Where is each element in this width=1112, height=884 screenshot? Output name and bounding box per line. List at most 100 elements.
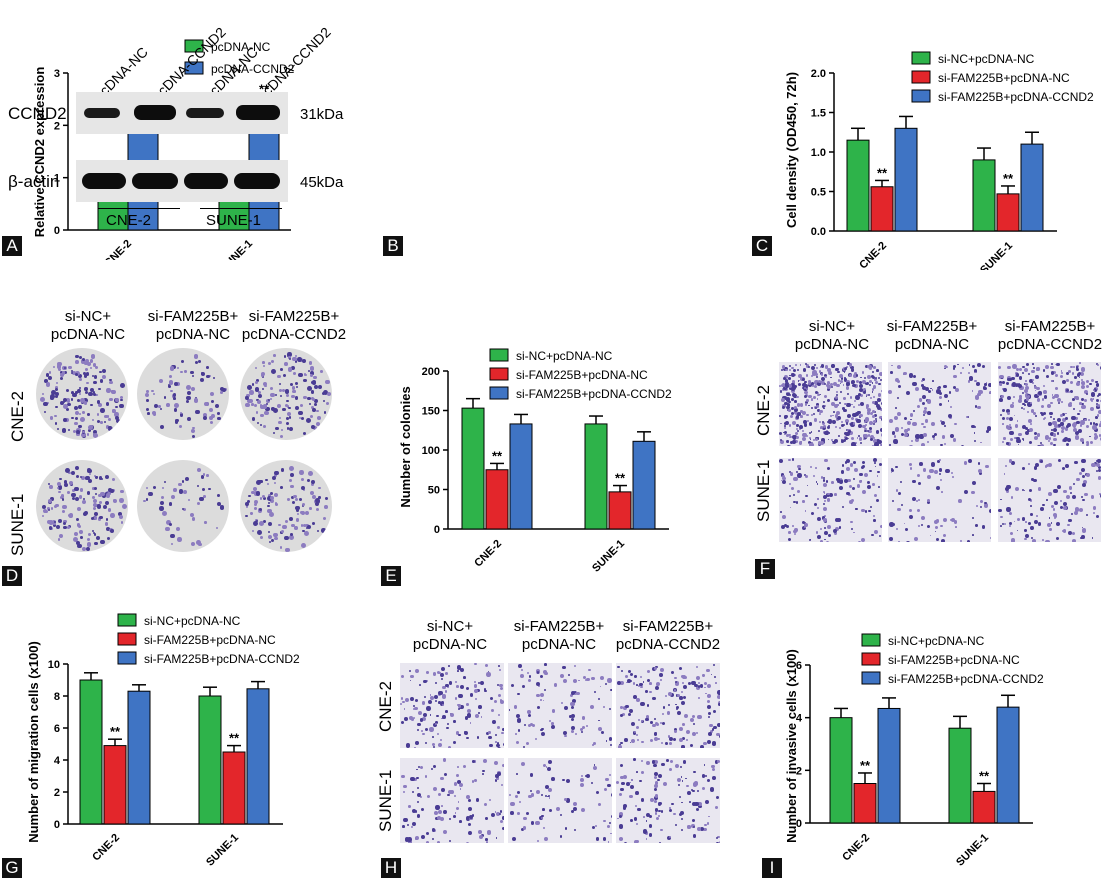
stain-dot <box>302 359 307 363</box>
stain-dot <box>60 401 64 406</box>
stain-dot <box>43 401 48 407</box>
stain-dot <box>660 810 664 813</box>
stain-dot <box>680 765 683 768</box>
stain-dot <box>658 815 661 818</box>
legend-label: pcDNA-CCND2 <box>211 62 295 76</box>
stain-dot <box>836 416 841 421</box>
stain-dot <box>44 379 48 383</box>
stain-dot <box>691 789 694 792</box>
stain-dot <box>794 439 798 444</box>
stain-dot <box>657 779 660 782</box>
stain-dot <box>863 434 866 437</box>
stain-dot <box>1047 462 1052 467</box>
stain-dot <box>1074 507 1079 512</box>
stain-dot <box>426 706 431 711</box>
stain-dot <box>295 505 300 510</box>
stain-dot <box>639 779 642 783</box>
stain-dot <box>950 471 954 475</box>
stain-dot <box>431 828 436 832</box>
stain-dot <box>249 390 254 395</box>
stain-dot <box>1040 412 1045 417</box>
stain-dot <box>50 396 54 400</box>
stain-dot <box>1059 499 1063 503</box>
stain-dot <box>900 426 904 430</box>
stain-dot <box>280 428 283 431</box>
stain-dot <box>1084 399 1088 403</box>
stain-dot <box>67 428 71 432</box>
legend-swatch <box>861 633 881 647</box>
stain-dot <box>529 773 533 777</box>
stain-dot <box>49 520 54 525</box>
stain-dot <box>1085 424 1090 429</box>
stain-dot <box>858 437 863 441</box>
stain-dot <box>657 802 662 807</box>
stain-dot <box>510 684 514 687</box>
stain-dot <box>835 390 838 393</box>
stain-dot <box>908 462 913 466</box>
stain-dot <box>804 403 808 406</box>
stain-dot <box>77 506 82 511</box>
stain-dot <box>191 387 196 392</box>
stain-dot <box>669 835 672 838</box>
stain-dot <box>311 380 317 385</box>
stain-dot <box>286 394 290 398</box>
stain-dot <box>508 709 511 711</box>
stain-dot <box>692 834 697 839</box>
stain-dot <box>453 814 457 818</box>
stain-dot <box>1081 458 1086 464</box>
stain-dot <box>285 421 289 426</box>
stain-dot <box>864 377 867 380</box>
stain-dot <box>214 403 220 409</box>
category-label: SUNE-1 <box>204 832 241 869</box>
band <box>236 105 280 120</box>
stain-dot <box>1050 504 1055 509</box>
stain-dot <box>79 413 82 416</box>
stain-dot <box>263 497 267 501</box>
stain-dot <box>633 731 636 734</box>
stain-dot <box>687 791 692 796</box>
stain-dot <box>501 826 504 831</box>
bar <box>1020 143 1044 232</box>
stain-dot <box>935 486 940 491</box>
stain-dot <box>474 698 477 701</box>
stain-dot <box>680 810 685 815</box>
stain-dot <box>1015 373 1020 377</box>
stain-dot <box>260 535 264 539</box>
stain-dot <box>645 838 648 840</box>
stain-dot <box>693 683 698 688</box>
stain-dot <box>1095 462 1101 467</box>
stain-dot <box>409 669 412 672</box>
stain-dot <box>826 466 830 470</box>
stain-dot <box>788 368 791 371</box>
stain-dot <box>922 409 927 414</box>
transwell-image <box>888 362 991 446</box>
stain-dot <box>860 376 862 379</box>
stain-dot <box>68 515 72 518</box>
stain-dot <box>872 483 876 487</box>
stain-dot <box>618 793 622 797</box>
stain-dot <box>691 732 696 736</box>
stain-dot <box>1086 444 1089 446</box>
stain-dot <box>922 401 926 405</box>
stain-dot <box>811 366 816 371</box>
stain-dot <box>808 422 813 426</box>
stain-dot <box>61 428 67 433</box>
stain-dot <box>842 423 846 427</box>
stain-dot <box>1022 365 1025 369</box>
stain-dot <box>469 692 474 697</box>
stain-dot <box>1081 378 1084 381</box>
stain-dot <box>417 765 420 768</box>
stain-dot <box>273 532 278 538</box>
stain-dot <box>817 409 820 412</box>
stain-dot <box>300 523 304 527</box>
stain-dot <box>1032 367 1035 369</box>
stain-dot <box>145 497 149 501</box>
stain-dot <box>696 666 699 668</box>
stain-dot <box>61 509 66 513</box>
stain-dot <box>262 495 266 499</box>
stain-dot <box>403 708 406 710</box>
stain-dot <box>788 364 792 367</box>
stain-dot <box>545 766 547 768</box>
stain-dot <box>602 837 607 841</box>
stain-dot <box>416 776 419 780</box>
